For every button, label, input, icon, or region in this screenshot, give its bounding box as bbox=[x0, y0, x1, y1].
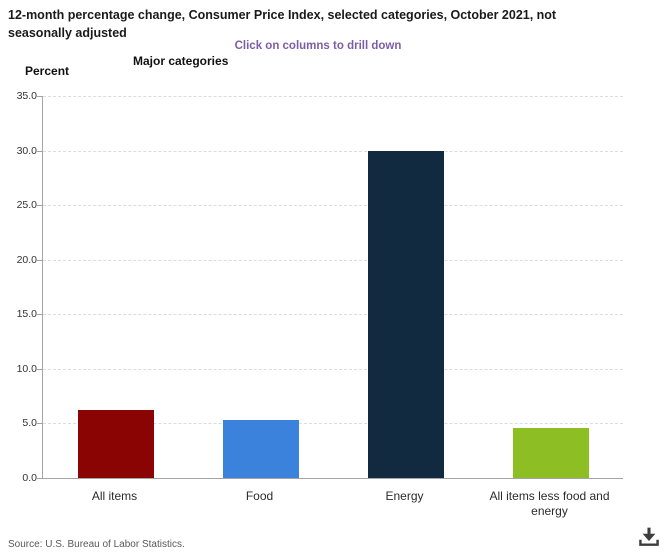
y-axis-title: Percent bbox=[25, 64, 70, 78]
y-axis-tick bbox=[37, 150, 43, 152]
y-axis-tick bbox=[37, 205, 43, 207]
y-axis-tick-label: 20.0 bbox=[16, 253, 37, 266]
drilldown-hint: Click on columns to drill down bbox=[234, 40, 402, 52]
y-axis-tick bbox=[37, 259, 43, 261]
y-axis-tick-label: 10.0 bbox=[16, 362, 37, 375]
bar-all-items[interactable] bbox=[77, 410, 154, 478]
gridline bbox=[43, 259, 623, 261]
y-axis-tick-label: 15.0 bbox=[16, 308, 37, 321]
download-icon bbox=[639, 527, 659, 546]
gridline bbox=[43, 423, 623, 425]
y-axis-tick bbox=[37, 368, 43, 370]
gridline bbox=[43, 96, 623, 97]
chart-title: 12-month percentage change, Consumer Pri… bbox=[8, 6, 658, 42]
gridline bbox=[43, 314, 623, 316]
plot-area: 0.0 5.0 10.0 15.0 20.0 25.0 30.0 35.0 bbox=[17, 90, 623, 484]
gridline bbox=[43, 368, 623, 370]
bar-energy[interactable] bbox=[367, 150, 444, 478]
y-axis-tick-label: 30.0 bbox=[16, 144, 37, 157]
bar-food[interactable] bbox=[222, 420, 299, 478]
source-note: Source: U.S. Bureau of Labor Statistics. bbox=[8, 539, 185, 550]
y-axis-tick bbox=[37, 314, 43, 316]
bar-all-items-less-food-and-energy[interactable] bbox=[512, 427, 589, 478]
y-axis-tick bbox=[37, 423, 43, 425]
y-axis-tick-label: 0.0 bbox=[22, 472, 37, 484]
y-axis-tick-label: 5.0 bbox=[22, 417, 37, 430]
download-button[interactable] bbox=[637, 526, 661, 550]
x-axis-category-label: All items bbox=[91, 489, 138, 503]
gridline bbox=[43, 205, 623, 207]
x-axis-category-label: Energy bbox=[385, 489, 424, 503]
y-axis-tick bbox=[37, 478, 43, 479]
chart-title-line2: seasonally adjusted bbox=[8, 26, 127, 40]
gridline bbox=[43, 150, 623, 152]
y-axis-tick-label: 35.0 bbox=[16, 90, 37, 102]
y-axis-tick-label: 25.0 bbox=[16, 199, 37, 212]
y-axis-tick bbox=[37, 96, 43, 97]
chart-title-line1: 12-month percentage change, Consumer Pri… bbox=[8, 8, 557, 22]
x-axis-category-label: All items less food and energy bbox=[489, 489, 610, 518]
x-axis-category-label: Food bbox=[245, 489, 274, 503]
x-axis-title: Major categories bbox=[133, 54, 229, 68]
